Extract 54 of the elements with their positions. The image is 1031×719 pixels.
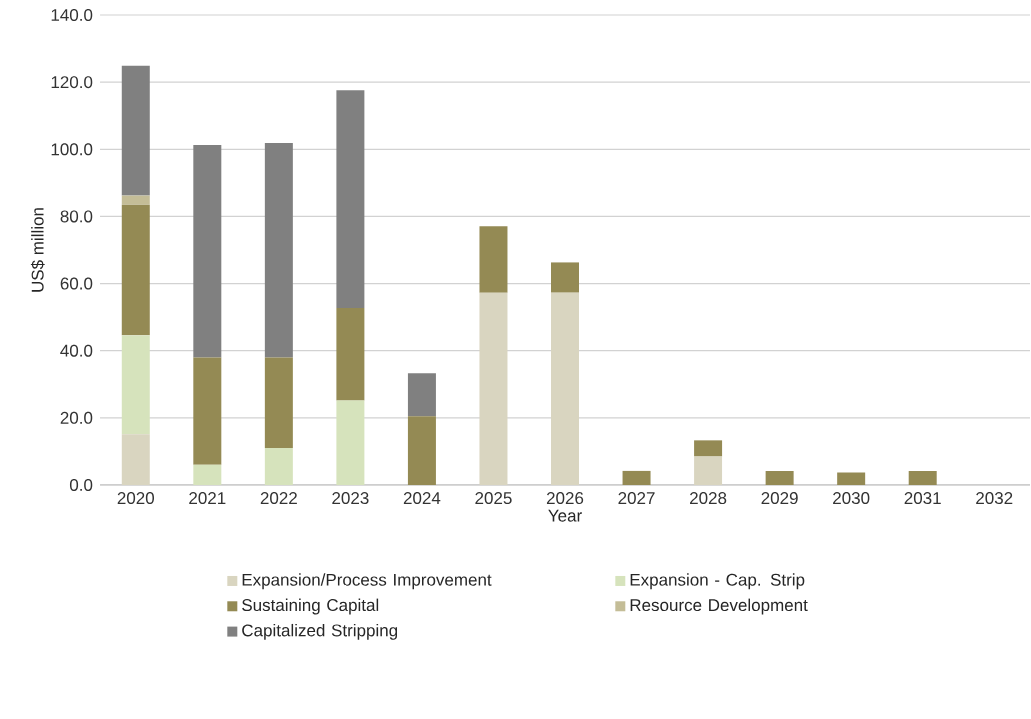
bar xyxy=(837,472,866,485)
x-tick-label: 2031 xyxy=(904,492,941,505)
x-tick-label: 2029 xyxy=(761,492,798,505)
bar xyxy=(407,416,436,485)
bar xyxy=(121,195,150,205)
bar xyxy=(121,335,150,435)
bar xyxy=(551,292,580,485)
y-tick-label: 0.0 xyxy=(69,478,93,492)
bar xyxy=(694,440,723,457)
x-tick-label: 2024 xyxy=(403,492,441,505)
y-tick-label: 40.0 xyxy=(60,344,93,357)
x-tick-label: 2020 xyxy=(117,492,155,505)
legend-label: Capitalized Stripping xyxy=(242,623,398,640)
y-axis-title: US$ million xyxy=(30,208,45,292)
y-tick-label: 100.0 xyxy=(51,143,93,156)
legend-label: Expansion - Cap. Strip xyxy=(630,573,805,590)
y-tick-label: 140.0 xyxy=(51,9,93,22)
legend-label: Resource Development xyxy=(630,598,808,615)
bar xyxy=(694,456,723,485)
bar xyxy=(551,262,580,293)
x-axis-title: Year xyxy=(548,509,582,522)
bar xyxy=(121,65,150,196)
bar xyxy=(479,226,508,293)
bar xyxy=(765,470,794,485)
x-tick-label: 2027 xyxy=(618,492,655,505)
x-tick-label: 2022 xyxy=(260,492,297,505)
y-tick-label: 120.0 xyxy=(51,76,93,89)
bar xyxy=(336,308,365,401)
x-tick-label: 2023 xyxy=(332,492,369,505)
bar xyxy=(479,292,508,485)
y-tick-label: 20.0 xyxy=(60,411,93,424)
x-tick-label: 2032 xyxy=(976,492,1013,505)
bar xyxy=(264,357,293,449)
legend-label: Expansion/Process Improvement xyxy=(242,573,492,590)
bar xyxy=(336,400,365,485)
x-tick-label: 2026 xyxy=(546,492,584,505)
bar xyxy=(121,204,150,336)
x-tick-label: 2030 xyxy=(833,492,870,505)
legend-label: Sustaining Capital xyxy=(242,598,379,615)
bar xyxy=(264,448,293,485)
bar xyxy=(193,144,222,358)
y-tick-label: 80.0 xyxy=(60,210,93,223)
bar xyxy=(264,142,293,358)
x-tick-label: 2021 xyxy=(189,492,226,505)
bar xyxy=(193,464,222,485)
y-tick-label: 60.0 xyxy=(60,277,93,290)
bar xyxy=(622,470,651,485)
bar xyxy=(121,434,150,485)
x-tick-label: 2025 xyxy=(475,492,512,505)
bar xyxy=(908,470,937,485)
x-tick-label: 2028 xyxy=(690,492,727,505)
bar xyxy=(407,373,436,417)
bar xyxy=(193,357,222,465)
bar xyxy=(336,90,365,309)
